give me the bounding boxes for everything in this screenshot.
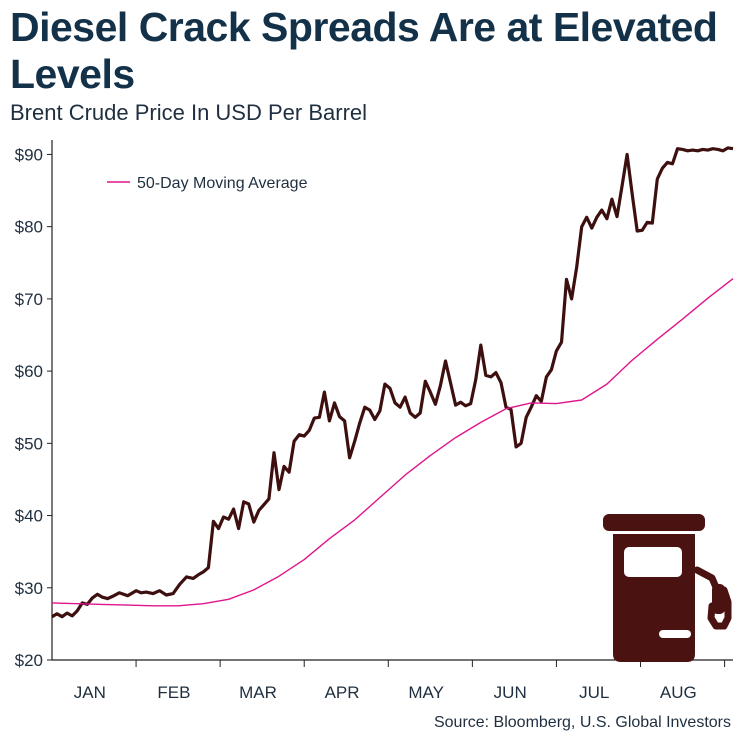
legend-label-moving-average: 50-Day Moving Average — [137, 175, 308, 192]
x-tick-label: MAR — [239, 683, 277, 702]
chart-legend: 50-Day Moving Average — [107, 175, 308, 192]
x-tick-label: FEB — [157, 683, 190, 702]
x-tick-label: APR — [325, 683, 360, 702]
fuel-pump-icon — [603, 514, 732, 662]
y-tick-label: $40 — [15, 507, 43, 526]
y-tick-label: $20 — [15, 651, 43, 670]
x-tick-label: MAY — [408, 683, 444, 702]
brent-price-line — [51, 146, 734, 619]
source-note: Source: Bloomberg, U.S. Global Investors — [433, 714, 731, 731]
x-axis-ticks: JAN FEB MAR APR MAY JUN JUL AUG — [74, 660, 726, 702]
y-tick-label: $80 — [15, 218, 43, 237]
x-tick-label: JAN — [74, 683, 106, 702]
y-tick-label: $50 — [15, 434, 43, 453]
y-axis-ticks: $20 $30 $40 $50 $60 $70 $80 $90 — [15, 145, 52, 670]
y-tick-label: $30 — [15, 579, 43, 598]
y-tick-label: $70 — [15, 290, 43, 309]
chart-subtitle: Brent Crude Price In USD Per Barrel — [10, 100, 368, 125]
y-tick-label: $90 — [15, 145, 43, 164]
x-tick-label: JUN — [494, 683, 527, 702]
y-tick-label: $60 — [15, 362, 43, 381]
x-tick-label: JUL — [579, 683, 609, 702]
moving-average-line — [51, 278, 734, 607]
x-tick-label: AUG — [660, 683, 697, 702]
chart-series — [51, 146, 734, 619]
chart-title: Diesel Crack Spreads Are at Elevated Lev… — [10, 4, 718, 97]
